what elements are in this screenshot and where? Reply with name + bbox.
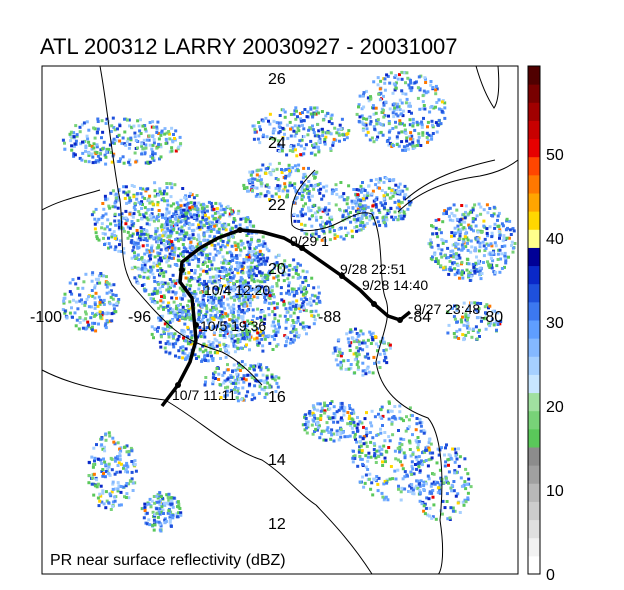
colorbar-cell (528, 428, 540, 448)
track-point (175, 382, 181, 388)
colorbar-tick: 10 (546, 483, 564, 500)
lat-label: 20 (268, 261, 286, 278)
colorbar-cell (528, 283, 540, 303)
colorbar-cell (528, 247, 540, 267)
colorbar-cell (528, 338, 540, 357)
storm-track (160, 227, 412, 408)
colorbar-cell (528, 211, 540, 230)
longitude-labels: -100 -96 -88 -84 -80 (30, 309, 503, 326)
track-time-label: 9/28 22:51 (340, 261, 406, 277)
colorbar-cell (528, 229, 540, 248)
lon-label: -80 (480, 309, 503, 326)
colorbar-cell (528, 120, 540, 140)
lat-label: 22 (268, 197, 286, 214)
colorbar-cell (528, 501, 540, 521)
track-point (397, 317, 403, 323)
radar-echo-layer (61, 70, 517, 533)
track-time-label: 10/4 12:20 (204, 282, 270, 298)
track-point (237, 227, 243, 233)
latitude-labels: 26 24 22 20 16 14 12 (268, 71, 286, 533)
coastline-layer (42, 66, 518, 574)
track-point (371, 301, 377, 307)
track-time-label: 10/7 11:11 (172, 387, 236, 403)
track-time-label: 9/28 14:40 (362, 277, 428, 293)
track-point (339, 273, 345, 279)
track-point (193, 322, 199, 328)
map-caption: PR near surface reflectivity (dBZ) (50, 552, 286, 569)
colorbar-cell (528, 265, 540, 285)
map-border (41, 65, 519, 575)
colorbar-tick: 50 (546, 147, 564, 164)
texas-coast (42, 189, 101, 211)
map-title: ATL 200312 LARRY 20030927 - 20031007 (40, 34, 458, 59)
track-time-label: 9/27 23:48 (414, 301, 480, 317)
colorbar-cell (528, 555, 540, 575)
colorbar-cell (528, 174, 540, 194)
lat-label: 14 (268, 452, 286, 469)
colorbar-cell (528, 356, 540, 375)
colorbar-cell (528, 483, 540, 502)
colorbar-cell (528, 84, 540, 103)
lat-label: 16 (268, 389, 286, 406)
colorbar-cell (528, 301, 540, 321)
lat-label: 12 (268, 516, 286, 533)
track-time-labels: 9/28 22:51 9/28 14:40 9/27 23:48 10/4 12… (172, 233, 480, 403)
colorbar-cell (528, 66, 540, 85)
colorbar-cell (528, 374, 540, 394)
lon-label: -100 (30, 309, 62, 326)
track-point (299, 245, 305, 251)
colorbar: 0 10 20 30 40 50 (527, 65, 564, 584)
colorbar-cell (528, 447, 540, 466)
colorbar-cell (528, 392, 540, 412)
lon-label: -84 (408, 309, 431, 326)
colorbar-border (527, 65, 541, 575)
colorbar-tick: 0 (546, 567, 555, 584)
pacific-coast (42, 369, 373, 574)
track-point (179, 267, 185, 273)
colorbar-cell (528, 465, 540, 484)
yucatan-coast (290, 169, 373, 232)
colorbar-cell (528, 102, 540, 121)
colorbar-tick: 40 (546, 231, 564, 248)
colorbar-cell (528, 193, 540, 212)
cuba-coast (397, 159, 518, 213)
track-time-label: 10/5 19:36 (200, 318, 266, 334)
colorbar-cell (528, 519, 540, 539)
colorbar-tick: 30 (546, 315, 564, 332)
colorbar-cell (528, 410, 540, 430)
lat-label: 26 (268, 71, 286, 88)
florida-coast (475, 66, 500, 109)
colorbar-cell (528, 138, 540, 158)
lat-label: 24 (268, 135, 286, 152)
colorbar-cell (528, 320, 540, 339)
gulf-coast-west (99, 66, 263, 386)
colorbar-cell (528, 537, 540, 557)
lon-label: -96 (128, 309, 151, 326)
lon-label: -88 (318, 309, 341, 326)
track-time-label: 9/29 1 (290, 233, 329, 249)
colorbar-tick: 20 (546, 399, 564, 416)
colorbar-cell (528, 156, 540, 176)
cuba-coast-north (404, 159, 496, 201)
central-america-east-coast (371, 213, 444, 574)
